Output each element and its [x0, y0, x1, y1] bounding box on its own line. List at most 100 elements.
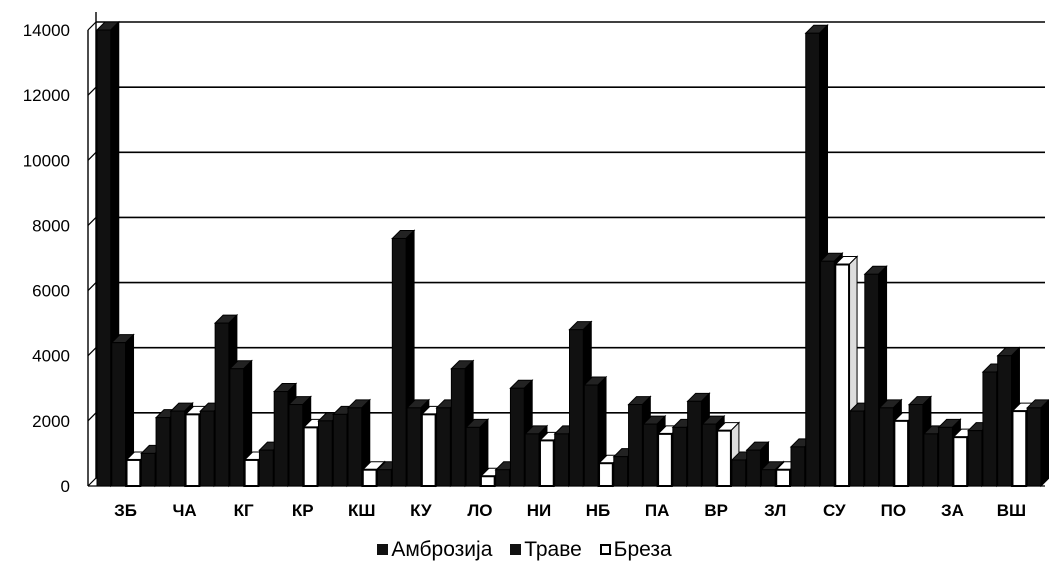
bar-series-3-ЗЛ: [790, 446, 806, 487]
x-tick-label: КГ: [234, 501, 254, 520]
x-tick-label: ВШ: [997, 501, 1026, 520]
bar-Траве-СУ: [820, 260, 835, 487]
bar-series-3-ЗБ: [140, 452, 156, 487]
bar-Амброзија-ПО: [864, 273, 880, 487]
y-tick-label: 4000: [32, 347, 70, 366]
bar-Траве-КУ: [406, 407, 422, 487]
bar-series-3-ПА: [672, 426, 688, 487]
bar-Траве-КР: [288, 404, 304, 487]
x-tick-label: ЗЛ: [764, 501, 786, 520]
bar-Траве-ЗА: [938, 426, 953, 487]
bar-Бреза-НБ: [598, 462, 614, 488]
x-tick-label: ПА: [645, 501, 670, 520]
bar-series-3-КГ: [258, 449, 274, 487]
bar-Бреза-КШ: [361, 468, 378, 488]
y-axis-ticks: 0 2000 4000 6000 8000 10000 12000 14000: [23, 21, 70, 496]
gridline-depth: [87, 217, 97, 226]
bar-Амброзија-НИ: [509, 387, 525, 487]
bar-series-3-ВР: [731, 459, 747, 487]
bar-Траве-ЧА: [170, 410, 186, 487]
bar-Амброзија-ЗЛ: [746, 449, 761, 487]
bar-Траве-ПО: [879, 407, 894, 487]
bar-Бреза-НИ: [538, 439, 555, 487]
y-tick-label: 6000: [32, 282, 70, 301]
x-tick-label: СУ: [823, 501, 846, 520]
legend-swatch-birch: [599, 544, 611, 555]
bar-Бреза-СУ: [834, 263, 851, 487]
bar-Траве-ЗБ: [111, 342, 127, 487]
gridline-depth: [87, 151, 97, 161]
gridline-depth: [87, 412, 97, 422]
legend-swatch-grasses: [510, 544, 522, 555]
bar-series-3-ПО: [908, 404, 924, 487]
bar-Бреза-ЗЛ: [775, 468, 791, 488]
bar-Траве-НБ: [583, 384, 599, 487]
legend-item-grasses: Траве: [510, 538, 582, 562]
bar-Бреза-КУ: [420, 413, 437, 488]
bar-Траве-ЗЛ: [760, 469, 776, 487]
y-tick-label: 2000: [32, 412, 70, 431]
bar-Бреза-ПА: [657, 432, 673, 487]
bar-series-3-КР: [317, 420, 333, 487]
bar-series-3-СУ: [849, 410, 865, 487]
bar-Бреза-КГ: [243, 458, 260, 488]
bar-Амброзија-КШ: [332, 413, 348, 487]
bar-Бреза-ВР: [716, 429, 732, 487]
x-tick-label: КР: [292, 501, 314, 520]
bar-Амброзија-ВР: [687, 400, 702, 487]
gridline-depth: [87, 21, 97, 31]
legend-label-birch: Бреза: [613, 538, 672, 561]
bar-Амброзија-КУ: [391, 237, 407, 487]
bar-series-3-ЗА: [967, 430, 983, 487]
gridline-depth: [87, 282, 97, 291]
bar-Бреза-ПО: [893, 419, 910, 488]
bar-Амброзија-ПА: [628, 404, 643, 487]
y-tick-label: 12000: [23, 86, 70, 105]
x-tick-label: КШ: [348, 501, 375, 520]
bar-Амброзија-ВШ: [982, 371, 998, 487]
legend-item-ambrosia: Амброзија: [377, 538, 492, 562]
x-tick-label: КУ: [410, 501, 432, 520]
bar-Бреза-КР: [302, 426, 319, 487]
x-tick-label: ЗБ: [114, 501, 137, 520]
bar-Амброзија-ЛО: [450, 368, 466, 487]
y-tick-label: 8000: [32, 216, 70, 235]
bar-Амброзија-КГ: [214, 322, 230, 487]
bar-side: [1040, 399, 1049, 488]
bar-Траве-КШ: [347, 407, 363, 487]
bar-Бреза-ЛО: [479, 475, 496, 488]
y-tick-label: 0: [61, 477, 70, 496]
x-tick-label: НБ: [586, 501, 611, 520]
x-tick-label: ЧА: [172, 501, 196, 520]
bar-Амброзија-СУ: [805, 32, 821, 487]
x-axis-ticks: ЗБ ЧА КГ КР КШ КУ ЛО НИ НБ ПА ВР ЗЛ СУ ПО ЗА ВШ: [114, 501, 1026, 520]
bar-Амброзија-ЗБ: [96, 29, 112, 487]
bar-Бреза-ЗА: [952, 436, 969, 487]
legend: Амброзија Траве Бреза: [0, 538, 1049, 562]
legend-label-grasses: Траве: [524, 538, 582, 561]
bar-series-3-ЛО: [495, 469, 510, 487]
y-tick-label: 10000: [23, 151, 70, 170]
bar-Амброзија-КР: [273, 391, 289, 487]
bar-Бреза-ВШ: [1011, 410, 1028, 488]
legend-label-ambrosia: Амброзија: [391, 538, 493, 561]
bar-series-3-ЧА: [199, 410, 215, 487]
bar-Бреза-ЗБ: [125, 458, 142, 488]
bar-series-3-КУ: [436, 407, 451, 487]
legend-swatch-ambrosia: [377, 544, 389, 555]
bar-chart: 0 2000 4000 6000 8000 10000 12000 14000 ЗБ ЧА КГ К…: [23, 12, 1049, 520]
bar-Траве-ПА: [642, 423, 658, 487]
x-tick-label: ПО: [881, 501, 906, 520]
bar-series-3-НИ: [554, 433, 569, 487]
gridline-depth: [87, 477, 97, 487]
bar-Траве-КГ: [229, 368, 245, 487]
legend-item-birch: Бреза: [599, 538, 672, 562]
bar-Амброзија-НБ: [569, 329, 584, 487]
bar-Траве-ВР: [701, 423, 717, 487]
x-tick-label: ЛО: [467, 501, 492, 520]
bar-Траве-НИ: [524, 433, 540, 487]
gridline-depth: [87, 86, 97, 96]
bar-Амброзија-ЗА: [923, 433, 939, 487]
bar-series-3-ВШ: [1026, 407, 1042, 487]
y-tick-label: 14000: [23, 21, 70, 40]
